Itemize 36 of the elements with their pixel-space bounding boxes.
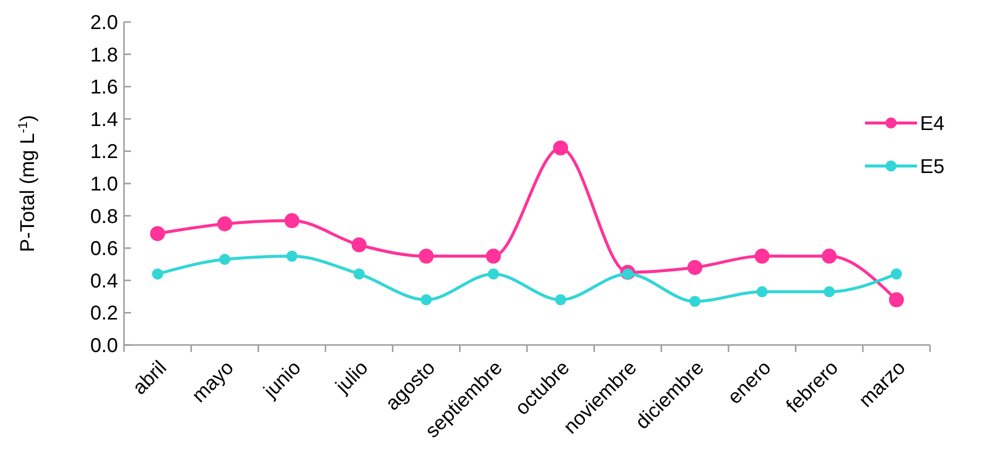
point: [822, 248, 837, 264]
point: [687, 260, 702, 275]
y-tick-label: 1.6: [90, 76, 118, 99]
y-tick-label: 1.0: [90, 174, 118, 196]
x-tick-label: julio: [331, 356, 373, 398]
point: [219, 254, 230, 265]
point: [420, 294, 432, 306]
point: [888, 292, 904, 308]
point: [689, 296, 700, 307]
point: [486, 248, 501, 264]
point: [754, 248, 770, 264]
point: [553, 140, 568, 156]
point: [488, 268, 499, 280]
point: [555, 294, 566, 306]
y-tick-label: 1.8: [90, 44, 118, 66]
legend-label: E5: [920, 156, 944, 178]
legend-label: E4: [920, 113, 944, 135]
point: [418, 248, 434, 264]
y-tick-label: 0.8: [90, 206, 118, 228]
y-tick-label: 2.0: [90, 12, 118, 34]
point: [152, 268, 164, 280]
point: [756, 286, 768, 298]
point: [824, 286, 835, 298]
y-tick-label: 1.2: [90, 141, 118, 164]
point: [352, 237, 367, 252]
point: [284, 213, 300, 228]
y-tick-label: 0.4: [90, 270, 118, 292]
y-tick-label: 0.6: [90, 238, 118, 260]
point: [354, 268, 365, 280]
y-tick-label: 0.0: [90, 335, 118, 357]
point: [890, 268, 902, 280]
point: [286, 250, 298, 262]
point: [217, 216, 232, 232]
y-tick-label: 0.2: [90, 302, 118, 325]
point: [150, 226, 166, 242]
y-tick-label: 1.4: [90, 108, 118, 131]
